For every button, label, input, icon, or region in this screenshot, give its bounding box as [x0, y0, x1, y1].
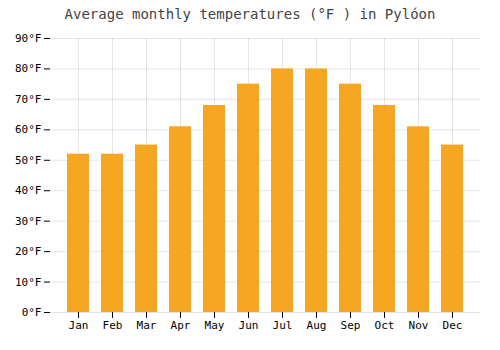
svg-text:10°F: 10°F — [15, 276, 42, 289]
svg-text:Aug: Aug — [307, 319, 327, 332]
svg-text:Mar: Mar — [137, 319, 157, 332]
svg-text:Feb: Feb — [103, 319, 123, 332]
svg-text:Nov: Nov — [409, 319, 429, 332]
svg-text:50°F: 50°F — [15, 154, 42, 167]
svg-text:60°F: 60°F — [15, 123, 42, 136]
svg-text:80°F: 80°F — [15, 62, 42, 75]
svg-text:40°F: 40°F — [15, 184, 42, 197]
svg-text:Sep: Sep — [341, 319, 361, 332]
svg-text:Jul: Jul — [273, 319, 293, 332]
svg-text:Jun: Jun — [239, 319, 259, 332]
html-text:Average monthly temperatures (: Average monthly temperatures (°F ) in Py… — [64, 6, 436, 22]
svg-text:Jan: Jan — [69, 319, 89, 332]
svg-text:Dec: Dec — [443, 319, 463, 332]
svg-text:20°F: 20°F — [15, 245, 42, 258]
svg-text:90°F: 90°F — [15, 32, 42, 45]
svg-text:70°F: 70°F — [15, 93, 42, 106]
svg-text:May: May — [205, 319, 225, 332]
svg-text:Apr: Apr — [171, 319, 191, 332]
svg-text:Oct: Oct — [375, 319, 395, 332]
svg-text:30°F: 30°F — [15, 215, 42, 228]
svg-text:0°F: 0°F — [22, 306, 42, 319]
